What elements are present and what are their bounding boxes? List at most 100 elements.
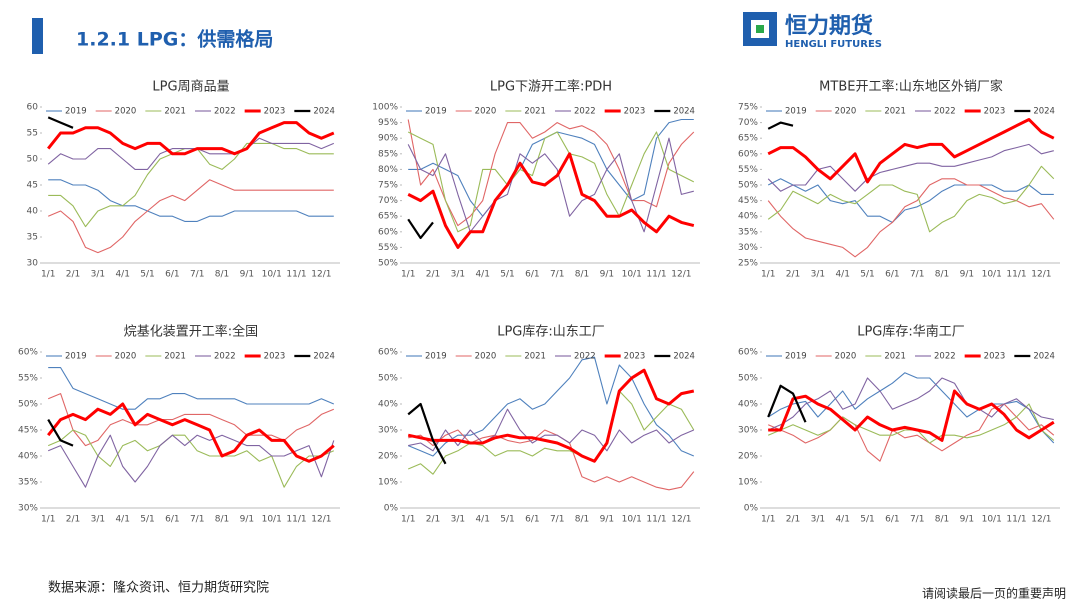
x-tick-label: 8/1 [575,270,589,280]
x-tick-label: 10/1 [622,270,642,280]
x-tick-label: 4/1 [115,270,129,280]
y-tick-label: 30% [738,243,758,253]
y-tick-label: 20% [738,452,758,462]
x-tick-label: 12/1 [671,515,691,525]
source-note: 数据来源：隆众资讯、恒力期货研究院 [48,580,269,596]
y-tick-label: 80% [378,165,398,175]
x-tick-label: 6/1 [165,515,179,525]
logo-en: HENGLI FUTURES [785,39,882,50]
legend-label: 2019 [65,107,87,117]
x-tick-label: 5/1 [140,270,154,280]
x-tick-label: 1/1 [761,270,775,280]
x-tick-label: 11/1 [286,515,306,525]
legend-label: 2021 [524,107,546,117]
legend-label: 2024 [313,352,335,362]
series-line [48,367,335,410]
x-tick-label: 2/1 [66,270,80,280]
x-tick-label: 12/1 [311,270,331,280]
y-tick-label: 55 [27,129,38,139]
y-tick-label: 30% [18,504,38,514]
y-tick-label: 95% [378,118,398,128]
legend-label: 2023 [624,107,646,117]
x-tick-label: 3/1 [811,270,825,280]
x-tick-label: 5/1 [140,515,154,525]
x-tick-label: 6/1 [885,270,899,280]
x-tick-label: 6/1 [885,515,899,525]
y-tick-label: 30% [378,426,398,436]
x-tick-label: 4/1 [475,515,489,525]
chart-title: LPG下游开工率:PDH [490,79,612,95]
y-tick-label: 45 [27,181,38,191]
x-tick-label: 1/1 [401,515,415,525]
series-line [767,121,794,130]
series-line [47,116,74,129]
x-tick-label: 10/1 [262,270,282,280]
y-tick-label: 60% [738,149,758,159]
y-tick-label: 45% [738,196,758,206]
series-line [767,178,1054,223]
series-line [47,179,334,254]
series-line [407,368,695,463]
y-tick-label: 35 [27,233,38,243]
chart-title: LPG库存:山东工厂 [497,324,605,340]
chart: LPG库存:华南工厂 0% 10% 20% 30% 40% 50% 60% 1/1 2/1 3/1 4… [738,324,1060,525]
y-tick-label: 30 [27,259,39,269]
slide-title: 1.2.1 LPG：供需格局 [76,28,273,51]
y-tick-label: 90% [378,134,398,144]
legend-label: 2023 [624,352,646,362]
series-line [767,118,1055,184]
x-tick-label: 7/1 [190,270,204,280]
y-tick-label: 30% [738,426,758,436]
series-line [408,429,695,491]
legend-label: 2020 [475,352,497,362]
x-tick-label: 3/1 [811,515,825,525]
series-line [407,402,447,465]
series-line [767,403,1055,462]
x-tick-label: 11/1 [646,515,666,525]
x-tick-label: 9/1 [600,270,614,280]
x-tick-label: 7/1 [550,515,564,525]
y-tick-label: 70% [738,118,758,128]
y-tick-label: 40% [18,452,38,462]
series-line [48,179,334,222]
x-tick-label: 8/1 [215,270,229,280]
legend-label: 2021 [884,352,906,362]
legend-label: 2019 [65,352,87,362]
legend-label: 2022 [214,107,236,117]
x-tick-label: 7/1 [910,515,924,525]
y-tick-label: 0% [384,504,399,514]
y-tick-label: 60% [378,227,398,237]
x-tick-label: 6/1 [525,270,539,280]
legend-label: 2021 [884,107,906,117]
y-tick-label: 10% [378,478,398,488]
legend-label: 2019 [425,352,447,362]
legend-label: 2019 [785,107,807,117]
series-line [407,152,695,249]
x-tick-label: 7/1 [190,515,204,525]
series-line [407,356,695,457]
legend-label: 2023 [984,352,1006,362]
x-tick-label: 4/1 [835,515,849,525]
x-tick-label: 6/1 [165,270,179,280]
series-line [408,118,694,217]
y-tick-label: 0% [744,504,759,514]
y-tick-label: 10% [738,478,758,488]
x-tick-label: 3/1 [451,270,465,280]
x-tick-label: 5/1 [860,515,874,525]
series-line [47,429,335,488]
legend-label: 2023 [264,107,286,117]
legend-label: 2021 [164,352,186,362]
legend-label: 2021 [164,107,186,117]
legend-label: 2021 [524,352,546,362]
y-tick-label: 45% [18,426,38,436]
x-tick-label: 10/1 [262,515,282,525]
legend-label: 2022 [574,352,596,362]
series-line [767,377,1054,431]
y-tick-label: 50% [378,259,398,269]
series-line [47,121,335,156]
legend-label: 2022 [574,107,596,117]
y-tick-label: 35% [18,478,38,488]
legend-label: 2024 [1033,107,1055,117]
y-tick-label: 50 [27,155,39,165]
